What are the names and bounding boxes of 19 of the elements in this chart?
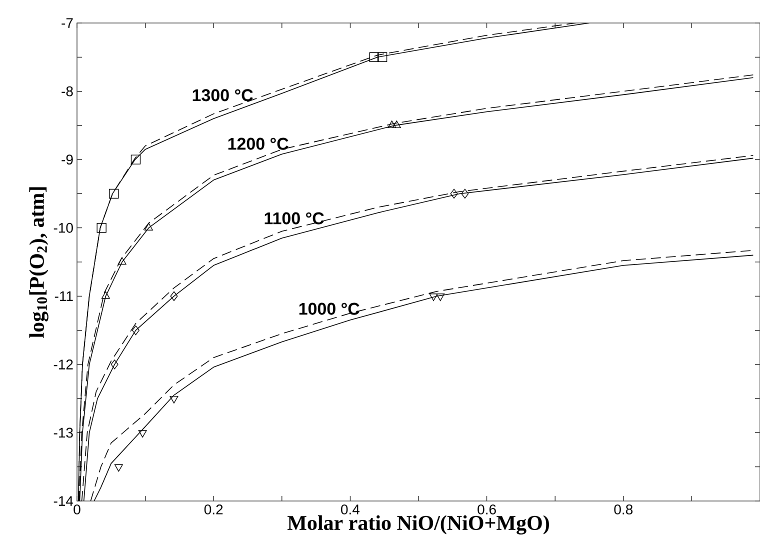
x-tick-label: 0.6 [478,504,496,514]
series-label: 1200 °C [228,138,288,150]
y-tick-label: -12 [54,360,73,370]
y-tick-label: -14 [54,496,74,506]
series-label: 1000 °C [299,302,360,315]
y-tick-label: -11 [54,291,73,301]
y-tick-label: -13 [54,428,73,438]
y-tick-label: -9 [62,154,73,165]
y-axis-title: log$_{10}$[P(O$_{2}$), atm] [29,187,48,338]
x-axis-title: Molar ratio NiO/(NiO+MgO) [287,515,549,534]
y-tick-label: -8 [62,86,73,96]
series-label: 1300 °C [192,89,253,102]
series-label: 1100 °C [264,212,324,224]
y-tick-label: -10 [54,222,73,233]
x-tick-label: 0.8 [614,504,633,514]
x-tick-label: 0.2 [204,504,223,514]
x-tick-label: 0 [74,504,80,514]
y-tick-label: -7 [62,18,73,28]
x-tick-label: 0.4 [341,504,360,514]
